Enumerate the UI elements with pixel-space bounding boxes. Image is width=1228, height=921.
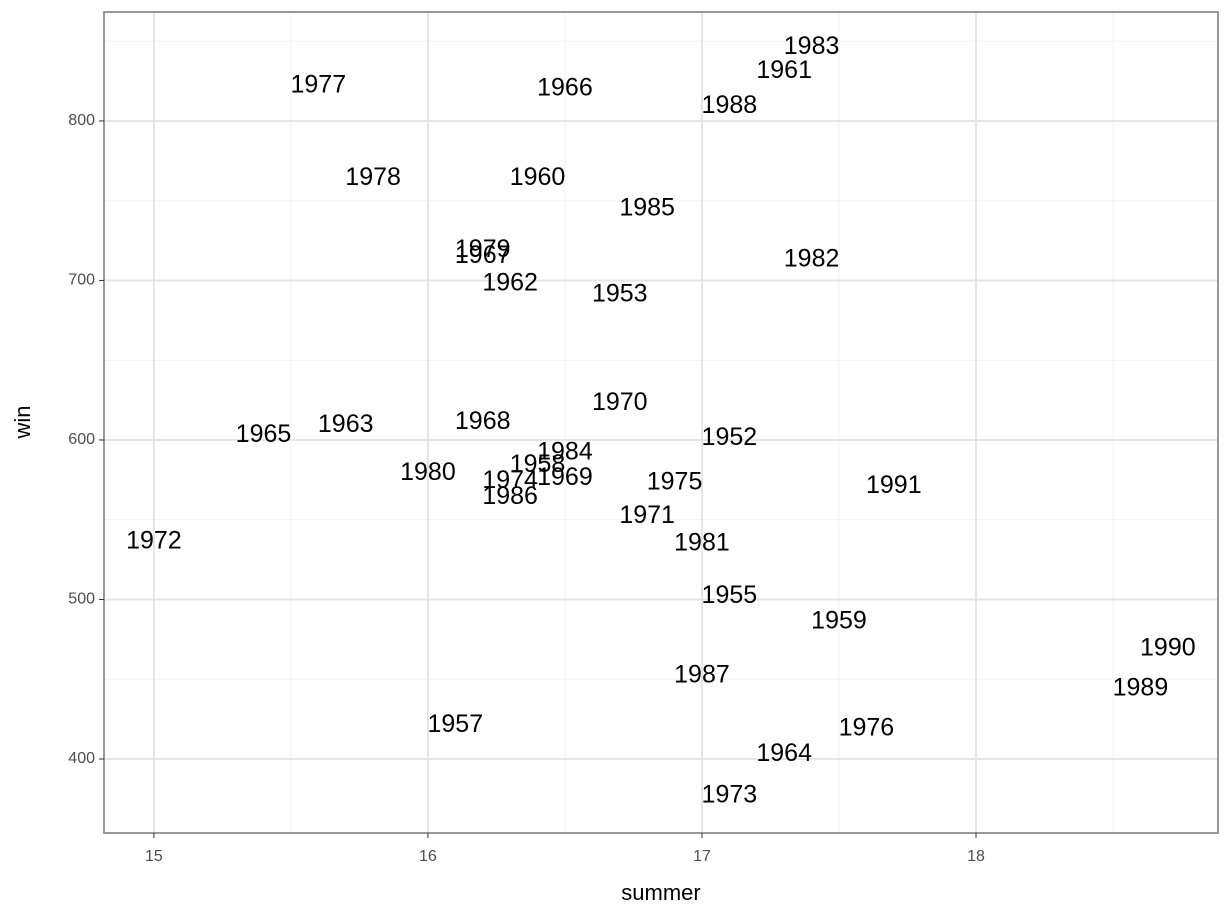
y-tick-label: 800 <box>68 112 95 129</box>
x-axis-title: summer <box>621 880 700 905</box>
point-label: 1965 <box>236 420 292 448</box>
point-label: 1969 <box>537 463 593 491</box>
point-label: 1984 <box>537 437 593 465</box>
point-label: 1988 <box>702 91 758 119</box>
point-label: 1953 <box>592 279 648 307</box>
point-label: 1967 <box>455 241 511 269</box>
point-label: 1978 <box>345 163 401 191</box>
x-tick-label: 17 <box>693 848 711 865</box>
point-label: 1961 <box>756 56 812 84</box>
point-label: 1959 <box>811 606 867 634</box>
point-label: 1991 <box>866 471 922 499</box>
grid <box>104 12 1218 833</box>
point-label: 1982 <box>784 244 840 272</box>
point-label: 1975 <box>647 468 703 496</box>
point-label: 1986 <box>482 482 538 510</box>
y-tick-label: 400 <box>68 750 95 767</box>
point-label: 1955 <box>702 581 758 609</box>
point-label: 1964 <box>756 739 812 767</box>
point-label: 1960 <box>510 163 566 191</box>
point-label: 1972 <box>126 527 182 555</box>
point-label: 1974 <box>482 466 538 494</box>
point-label: 1980 <box>400 458 456 486</box>
y-axis-title: win <box>10 405 35 439</box>
point-label: 1957 <box>428 710 484 738</box>
point-label: 1968 <box>455 407 511 435</box>
point-label: 1985 <box>619 193 675 221</box>
y-tick-label: 600 <box>68 431 95 448</box>
point-label: 1987 <box>674 661 730 689</box>
point-label: 1963 <box>318 410 374 438</box>
point-label: 1973 <box>702 780 758 808</box>
point-label: 1976 <box>839 713 895 741</box>
point-label: 1958 <box>510 450 566 478</box>
point-label: 1990 <box>1140 634 1196 662</box>
point-label: 1981 <box>674 528 730 556</box>
point-label: 1979 <box>455 235 511 263</box>
y-tick-label: 700 <box>68 272 95 289</box>
x-tick-label: 18 <box>967 848 985 865</box>
x-tick-label: 15 <box>145 848 163 865</box>
point-label: 1970 <box>592 388 648 416</box>
x-tick-label: 16 <box>419 848 437 865</box>
point-label: 1977 <box>290 70 346 98</box>
point-label: 1983 <box>784 32 840 60</box>
panel-border <box>103 11 1219 834</box>
y-tick-label: 500 <box>68 591 95 608</box>
point-label: 1989 <box>1113 673 1169 701</box>
point-label: 1952 <box>702 423 758 451</box>
point-label: 1966 <box>537 74 593 102</box>
point-label: 1962 <box>482 268 538 296</box>
point-label: 1971 <box>619 501 675 529</box>
